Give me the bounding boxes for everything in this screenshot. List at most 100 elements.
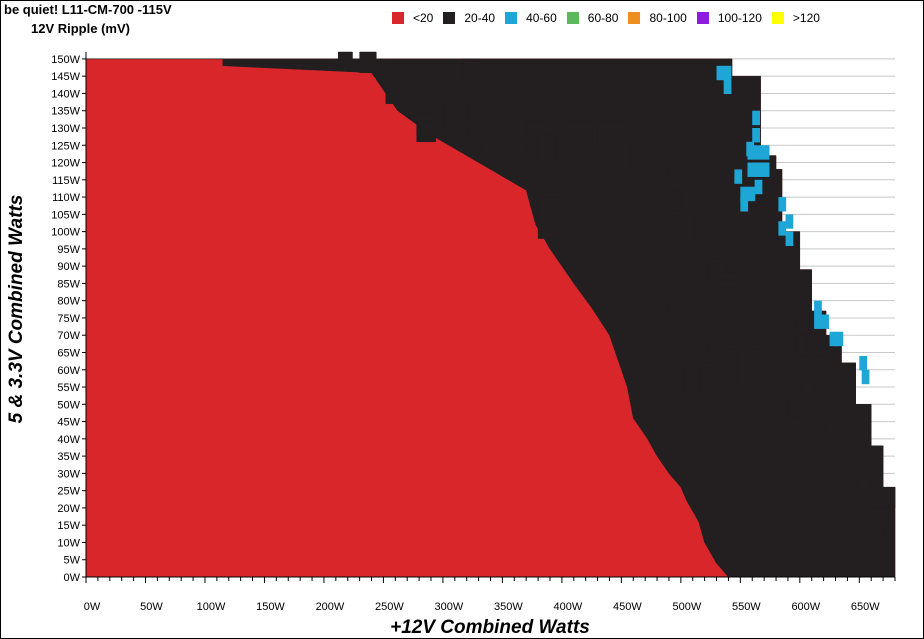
island-20-40 — [734, 307, 747, 329]
cell-40-60 — [723, 79, 732, 95]
island-20-40 — [794, 334, 808, 357]
island-20-40 — [880, 486, 896, 509]
y-tick-label: 5W — [64, 555, 81, 567]
island-20-40 — [811, 355, 824, 377]
x-tick-label: 350W — [494, 601, 523, 613]
x-tick-label: 550W — [732, 601, 761, 613]
island-20-40 — [597, 120, 628, 149]
y-tick-label: 90W — [57, 261, 80, 273]
y-tick-label: 120W — [51, 158, 80, 170]
legend-item: 40-60 — [505, 11, 557, 25]
cell-40-60 — [814, 314, 822, 329]
chart-subtitle: 12V Ripple (mV) — [31, 21, 130, 36]
y-tick-label: 100W — [51, 227, 80, 239]
legend-item: 100-120 — [696, 11, 762, 25]
y-tick-label: 135W — [51, 106, 80, 118]
cell-40-60 — [746, 141, 755, 157]
legend-item: 60-80 — [566, 11, 619, 25]
y-tick-label: 105W — [51, 209, 80, 221]
island-20-40 — [873, 507, 889, 522]
island-20-40 — [461, 58, 482, 80]
legend-label: >120 — [792, 11, 820, 25]
y-tick-label: 145W — [51, 71, 80, 83]
cell-40-60 — [835, 331, 844, 347]
cell-40-60 — [754, 145, 763, 160]
cell-40-60 — [754, 179, 763, 195]
legend-swatch — [771, 12, 784, 24]
x-axis: 0W 50W 100W 150W 200W 250W 300W 350W 400W 450W 500… — [84, 576, 896, 613]
cell-40-60 — [747, 162, 756, 177]
cell-40-60 — [740, 186, 749, 202]
cell-40-60 — [747, 186, 756, 202]
x-tick-label: 500W — [672, 601, 701, 613]
island-20-40 — [661, 300, 670, 315]
island-20-40 — [825, 417, 836, 440]
legend-swatch — [566, 12, 579, 24]
island-20-40 — [442, 100, 470, 129]
legend-swatch — [392, 12, 404, 24]
legend-label: 100-120 — [717, 11, 762, 25]
y-tick-label: 110W — [52, 192, 81, 204]
y-tick-label: 15W — [57, 520, 80, 532]
island-20-40 — [801, 376, 815, 398]
chart-title: be quiet! L11-CM-700 -115V — [4, 2, 172, 17]
island-20-40 — [385, 86, 406, 105]
y-tick-label: 125W — [51, 140, 80, 152]
island-20-40 — [785, 314, 796, 336]
y-axis: 0W 5W 10W 15W 20W 25W 30W 35W 40W 45W 50W 55W 60W 65W… — [51, 52, 87, 584]
y-tick-label: 10W — [57, 537, 80, 549]
x-tick-label: 600W — [791, 601, 820, 613]
cell-40-60 — [829, 331, 838, 347]
island-20-40 — [678, 300, 694, 308]
cell-40-60 — [859, 355, 868, 371]
cell-40-60 — [716, 65, 725, 81]
cell-40-60 — [785, 214, 794, 229]
y-tick-label: 50W — [57, 399, 80, 411]
cell-40-60 — [814, 300, 822, 316]
legend: <20 20-40 40-60 60-80 80-100 100-120 >120 — [392, 11, 830, 25]
cell-40-60 — [761, 162, 770, 177]
island-20-40 — [699, 362, 713, 377]
x-tick-label: 300W — [435, 601, 464, 613]
island-20-40 — [690, 307, 705, 329]
x-tick-label: 250W — [375, 601, 404, 613]
island-20-40 — [628, 238, 646, 246]
island-20-40 — [537, 196, 560, 239]
cell-40-60 — [778, 221, 787, 236]
cell-40-60 — [734, 169, 743, 184]
island-20-40 — [537, 134, 557, 163]
y-tick-label: 60W — [57, 365, 80, 377]
island-20-40 — [564, 231, 577, 239]
legend-label: <20 — [413, 11, 434, 25]
cell-40-60 — [778, 197, 787, 212]
island-20-40 — [787, 397, 801, 419]
legend-item: 80-100 — [628, 11, 687, 25]
cell-40-60 — [752, 110, 760, 126]
y-tick-label: 80W — [57, 296, 80, 308]
y-tick-label: 0W — [64, 572, 81, 584]
x-tick-label: 100W — [197, 601, 226, 613]
y-axis-title: 5 & 3.3V Combined Watts — [6, 195, 27, 424]
x-axis-title: +12V Combined Watts — [390, 617, 590, 638]
island-20-40 — [564, 120, 594, 149]
island-20-40 — [751, 321, 767, 350]
x-tick-label: 450W — [613, 601, 642, 613]
legend-label: 60-80 — [587, 11, 619, 25]
island-20-40 — [652, 162, 670, 181]
island-20-40 — [865, 521, 884, 543]
legend-swatch — [443, 12, 456, 24]
x-tick-label: 50W — [140, 601, 163, 613]
legend-swatch — [505, 12, 518, 24]
cell-40-60 — [740, 197, 749, 212]
cell-40-60 — [754, 162, 763, 177]
island-20-40 — [682, 369, 701, 391]
island-20-40 — [630, 141, 653, 170]
cell-40-60 — [752, 127, 760, 143]
y-tick-label: 45W — [57, 417, 80, 429]
island-20-40 — [359, 51, 377, 73]
island-20-40 — [694, 217, 717, 246]
y-tick-label: 20W — [57, 503, 80, 515]
legend-swatch — [628, 12, 641, 24]
y-tick-label: 65W — [57, 347, 80, 359]
